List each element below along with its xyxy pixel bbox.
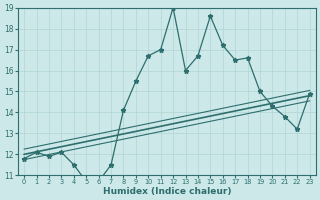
X-axis label: Humidex (Indice chaleur): Humidex (Indice chaleur) bbox=[103, 187, 231, 196]
